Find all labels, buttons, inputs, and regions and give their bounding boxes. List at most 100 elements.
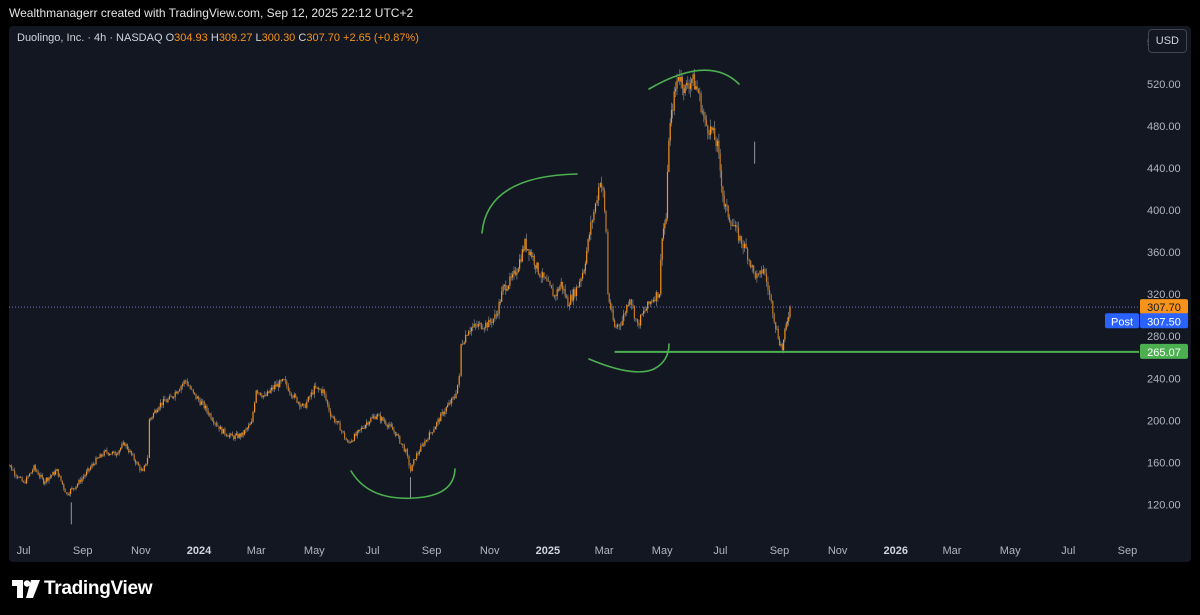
candle-body [125,444,127,446]
candle-body [649,301,651,304]
candle-body [462,343,464,345]
candle-body [171,396,173,398]
candle-body [420,445,422,452]
candle-body [266,391,269,396]
candle-body [567,296,569,307]
x-tick-label: May [304,545,325,557]
candle-body [106,450,108,453]
candle-body [158,407,160,410]
candle-body [366,422,368,425]
candle-body [722,186,724,196]
candle-body [206,405,208,411]
candle-body [679,77,681,82]
candle-body [767,281,769,291]
price-chart[interactable]: 560.00520.00480.00440.00400.00360.00320.… [9,26,1191,562]
candle-body [677,77,679,81]
time-axis[interactable]: Jul Sep Nov 2024 Mar May Jul Sep Nov 2025 Mar May Ju… [17,545,1138,557]
candle-body [140,469,142,471]
candle-body [242,432,244,435]
candle-body [342,431,344,433]
candle-body [299,402,301,407]
candle-body [497,314,499,316]
candle-body [393,429,395,432]
y-tick-label: 520.00 [1147,79,1181,91]
candle-body [113,451,115,453]
candle-body [486,322,488,328]
y-tick-label: 480.00 [1147,121,1181,133]
candle-body [692,74,694,79]
candle-body [457,384,459,394]
price-axis[interactable]: 560.00520.00480.00440.00400.00360.00320.… [1147,37,1181,512]
candle-body [788,317,790,322]
candle-body [739,236,741,241]
currency-button[interactable]: USD [1147,29,1187,53]
candle-body [564,289,566,297]
candle-body [135,460,137,464]
candle-body [56,469,58,471]
candle-body [21,477,23,482]
candle-body [239,434,242,437]
candle-body [577,286,579,288]
candle-body [431,432,433,434]
candle-body [359,429,361,431]
candle-body [708,132,710,135]
x-tick-label: Jul [17,545,31,557]
candle-body [328,404,330,411]
candle-body [195,393,197,399]
candle-body [473,324,475,327]
candle-body [332,416,334,418]
candle-body [377,414,379,417]
candle-body [445,407,447,412]
x-tick-label: Sep [73,545,93,557]
candle-body [293,394,295,398]
candle-body [394,431,396,436]
candle-body [531,251,533,257]
candle-body [237,433,239,438]
candle-body [753,265,755,272]
candle-body [68,494,70,495]
candle-body [489,319,491,323]
candle-body [555,295,557,297]
candle-body [244,430,246,435]
candle-body [413,459,415,465]
candle-body [383,420,386,422]
candle-body [241,432,243,437]
candle-body [334,417,336,422]
candle-body [594,203,597,212]
candle-body [460,343,462,376]
candle-body [544,277,547,279]
candle-body [280,380,282,381]
candle-body [45,478,47,482]
candle-body [707,125,709,133]
candle-body [444,411,446,415]
candle-body [301,403,304,406]
candle-body [549,281,551,286]
candle-body [624,312,626,314]
candle-body [313,385,315,395]
candle-body [159,402,161,408]
candle-body [295,394,297,397]
symbol-title[interactable]: Duolingo, Inc. · 4h · NASDAQ [17,32,163,44]
candle-body [647,301,649,309]
candle-body [386,424,388,427]
candle-body [177,391,179,394]
candle-body [546,278,548,281]
candle-body [575,287,578,296]
candle-body [262,395,264,398]
candle-body [40,475,42,477]
candle-body [666,171,669,219]
candle-body [617,324,619,327]
chart-panel[interactable]: 560.00520.00480.00440.00400.00360.00320.… [9,26,1191,562]
candle-body [416,453,418,460]
candle-body [210,413,212,419]
candle-body [296,396,298,403]
candle-body [276,383,278,387]
candle-body [186,380,188,385]
candle-body [604,190,606,211]
candle-body [284,379,286,382]
tradingview-logo[interactable]: TradingView [12,578,153,599]
candle-body [421,444,423,446]
x-tick-label: Jul [1061,545,1075,557]
candle-body [765,273,768,282]
x-tick-label: Mar [247,545,266,557]
